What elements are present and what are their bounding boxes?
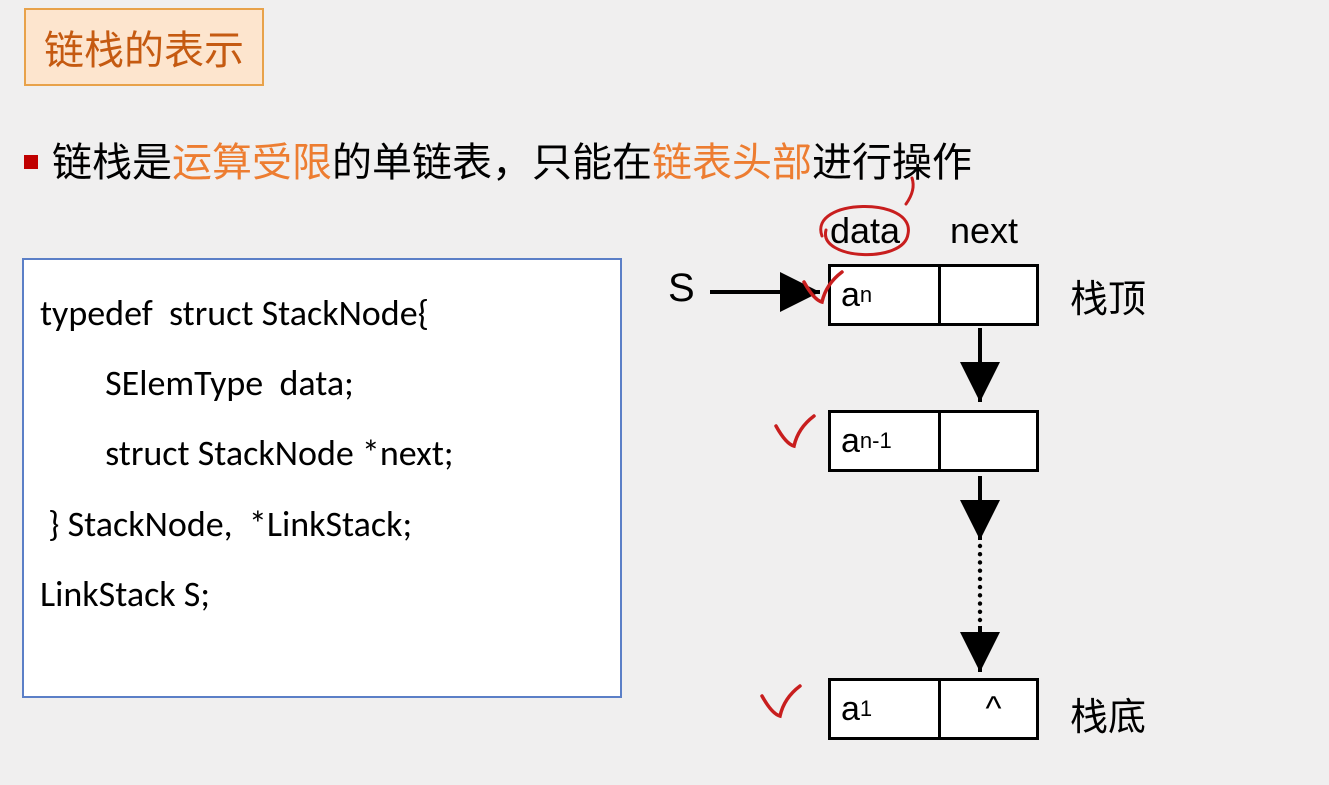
linked-stack-diagram: data next S 栈顶 栈底 an an-1 a1^ [650,200,1310,780]
pointer-s-label: S [668,266,695,311]
code-line: SElemType data; [40,348,604,418]
sentence-p1: 链栈是 [52,141,172,185]
sentence-p2: 的单链表，只能在 [332,141,652,185]
header-next-label: next [950,210,1018,252]
node-next-cell [941,413,1036,469]
top-label: 栈顶 [1070,268,1146,323]
stack-node: a1^ [828,678,1039,740]
code-line: LinkStack S; [40,559,604,629]
code-line: } StackNode, *LinkStack; [40,489,604,559]
bullet-icon [24,155,38,169]
code-definition-box: typedef struct StackNode{ SElemType data… [22,258,622,698]
sentence-hl1: 运算受限 [172,141,332,185]
code-line: typedef struct StackNode{ [40,278,604,348]
sentence-hl2: 链表头部 [652,141,812,185]
code-line: struct StackNode *next; [40,418,604,488]
slide-title: 链栈的表示 [24,8,264,86]
node-data-cell: an [831,267,941,323]
header-data-label: data [830,210,900,252]
node-next-cell [941,267,1036,323]
bottom-label: 栈底 [1070,686,1146,741]
node-next-cell: ^ [941,681,1036,737]
node-data-cell: an-1 [831,413,941,469]
bullet-line: 链栈是运算受限的单链表，只能在链表头部进行操作 [24,130,972,188]
bullet-text: 链栈是运算受限的单链表，只能在链表头部进行操作 [52,130,972,188]
stack-node: an-1 [828,410,1039,472]
stack-node: an [828,264,1039,326]
node-data-cell: a1 [831,681,941,737]
sentence-p3: 进行操作 [812,141,972,185]
